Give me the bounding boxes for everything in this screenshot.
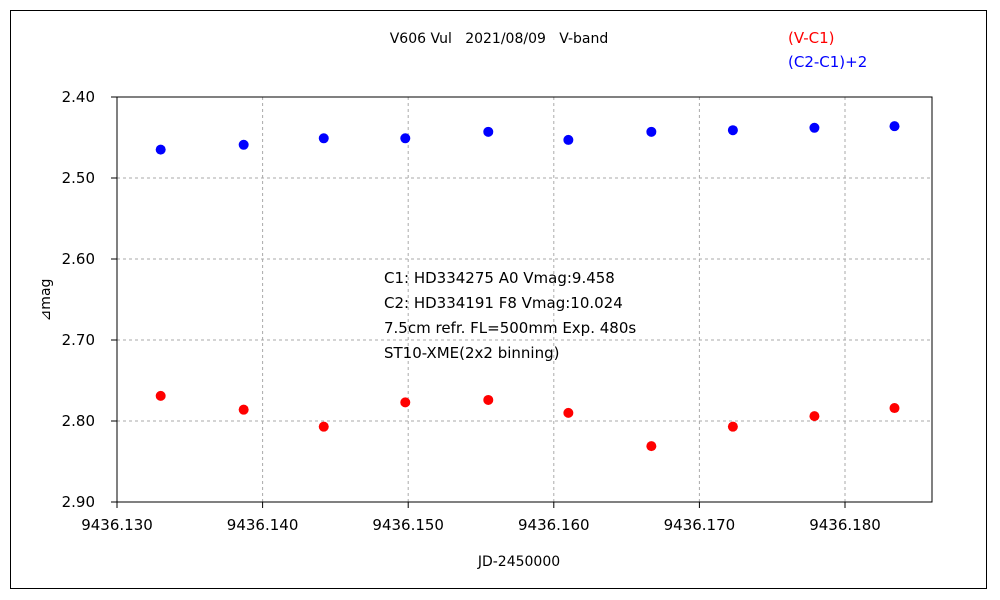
- point-v-c1: [318, 421, 329, 432]
- point-c2-c1: [483, 126, 494, 137]
- point-v-c1: [400, 397, 411, 408]
- point-v-c1: [563, 407, 574, 418]
- point-c2-c1: [563, 134, 574, 145]
- annotation-line: 7.5cm refr. FL=500mm Exp. 480s: [384, 319, 636, 337]
- x-axis-label: JD-2450000: [477, 554, 560, 570]
- point-c2-c1: [318, 133, 329, 144]
- x-tick-label: 9436.180: [809, 516, 881, 534]
- y-tick-label: 2.40: [62, 88, 95, 106]
- y-tick-label: 2.70: [62, 331, 95, 349]
- point-c2-c1: [809, 122, 820, 133]
- y-tick-label: 2.80: [62, 412, 95, 430]
- y-tick-label: 2.90: [62, 493, 95, 511]
- point-c2-c1: [889, 121, 900, 132]
- point-v-c1: [727, 421, 738, 432]
- point-v-c1: [889, 403, 900, 414]
- legend-entry-v-c1: (V-C1): [788, 29, 835, 47]
- x-tick-label: 9436.160: [518, 516, 590, 534]
- point-c2-c1: [400, 133, 411, 144]
- point-v-c1: [646, 441, 657, 452]
- plot-area: [116, 96, 933, 503]
- point-c2-c1: [646, 126, 657, 137]
- chart-title: V606 Vul 2021/08/09 V-band: [390, 31, 609, 47]
- point-c2-c1: [727, 125, 738, 136]
- y-tick-label: 2.60: [62, 250, 95, 268]
- chart-frame: [10, 10, 987, 589]
- x-tick-label: 9436.150: [372, 516, 444, 534]
- point-v-c1: [483, 394, 494, 405]
- point-v-c1: [238, 404, 249, 415]
- y-axis-label: ⊿mag: [38, 279, 54, 322]
- x-tick-label: 9436.170: [664, 516, 736, 534]
- annotation-line: C1: HD334275 A0 Vmag:9.458: [384, 269, 615, 287]
- x-tick-label: 9436.130: [81, 516, 153, 534]
- x-tick-label: 9436.140: [227, 516, 299, 534]
- annotation-line: C2: HD334191 F8 Vmag:10.024: [384, 294, 623, 312]
- point-v-c1: [155, 390, 166, 401]
- y-tick-label: 2.50: [62, 169, 95, 187]
- legend-entry-c2-c1: (C2-C1)+2: [788, 53, 867, 71]
- point-c2-c1: [238, 139, 249, 150]
- annotation-line: ST10-XME(2x2 binning): [384, 344, 559, 362]
- point-v-c1: [809, 411, 820, 422]
- point-c2-c1: [155, 144, 166, 155]
